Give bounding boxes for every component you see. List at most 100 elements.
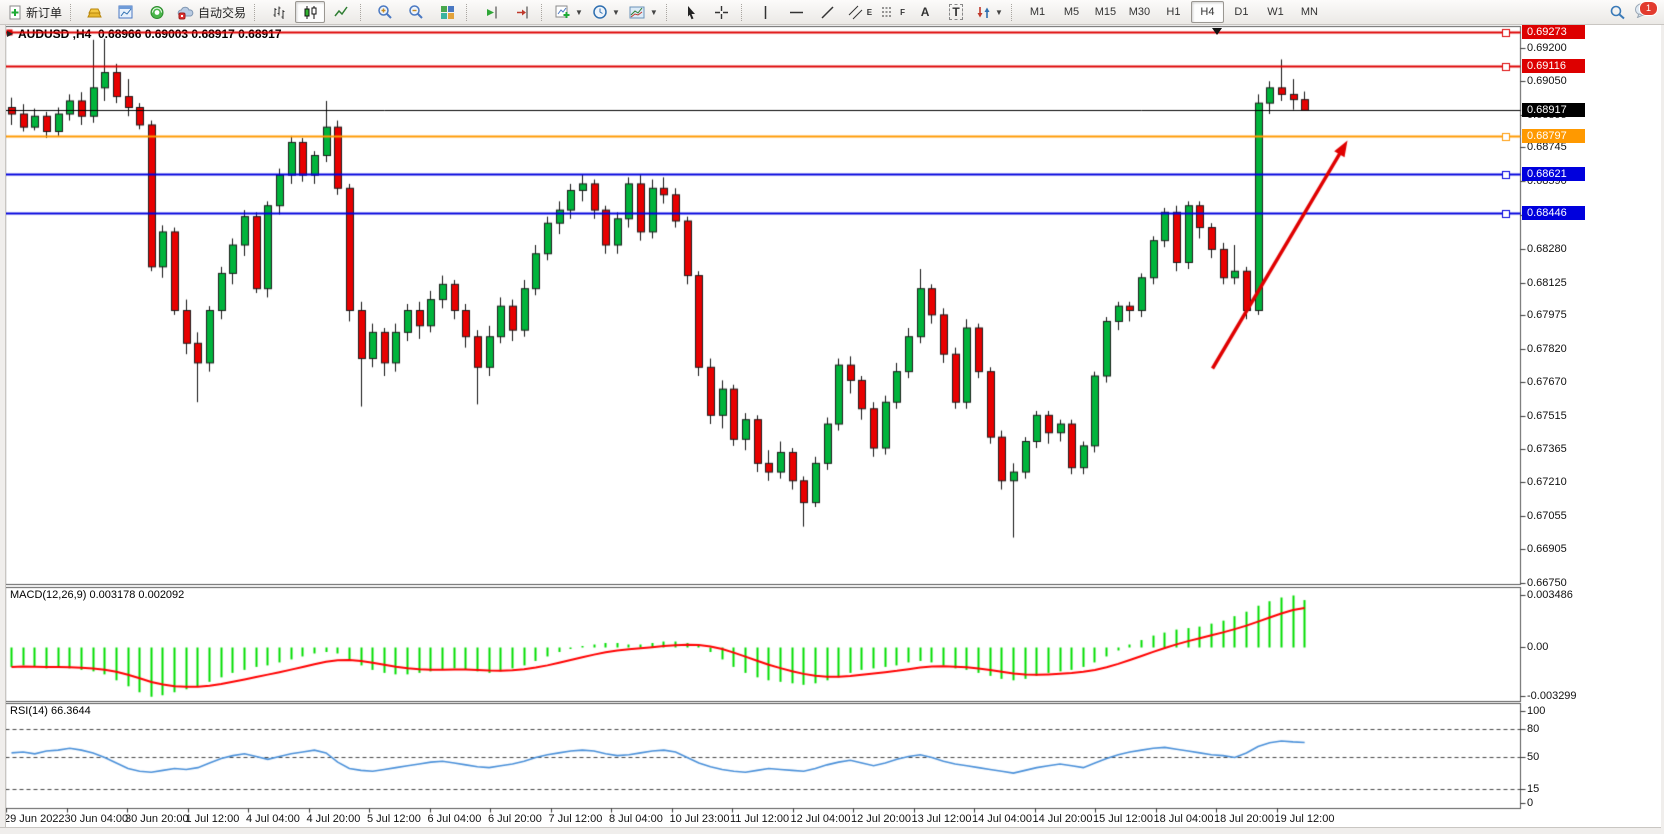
notification-count-badge: 1 [1639,1,1658,16]
window-frame-left [0,24,6,834]
market-watch-button[interactable] [80,1,110,23]
rsi-tick-label: 0 [1527,797,1534,809]
fibo-glyph: F [900,7,906,17]
bar-chart-type-button[interactable] [264,1,294,23]
candlestick-icon [304,5,317,19]
horizontal-line-tool-button[interactable] [782,1,812,23]
channel-tool-button[interactable]: E [844,1,876,23]
zoom-in-icon [378,5,392,19]
text-tool-button[interactable]: A [910,1,940,23]
arrows-icon [977,6,990,18]
time-axis-label: 5 Jul 12:00 [367,813,421,825]
time-axis-label: 13 Jul 12:00 [911,813,972,825]
auto-trading-label: 自动交易 [198,5,247,20]
rsi-tick-label: 80 [1527,723,1540,736]
time-axis-label: 11 Jul 12:00 [730,813,790,825]
timeframe-m1-button[interactable]: M1 [1029,6,1046,18]
price-tick-label: 0.68280 [1527,242,1567,255]
time-axis-label: 19 Jul 12:00 [1274,813,1335,825]
macd-tick-label: 0.00 [1527,641,1549,653]
auto-scroll-button[interactable] [476,1,506,23]
toolbar-right-group: 1 [1609,1,1660,22]
horizontal-line-icon [790,11,804,13]
new-order-button[interactable]: 新订单 [4,1,66,23]
time-axis-label: 30 Jun 04:00 [64,813,129,825]
price-tick-label: 0.69050 [1527,74,1567,87]
toolbar-separator [466,3,472,21]
text-label-icon: T [949,4,963,20]
text-label-tool-button[interactable]: T [941,1,971,23]
toolbar-separator [541,3,547,21]
macd-tick-label: 0.003486 [1527,588,1573,601]
bar-chart-icon [273,6,285,19]
price-level-badge: 0.68797 [1522,129,1585,144]
price-level-badge: 0.68446 [1522,205,1585,220]
time-axis-label: 1 Jul 12:00 [185,813,240,825]
window-frame-right [1661,24,1664,834]
search-icon[interactable] [1609,4,1626,21]
candlestick-chart-type-button[interactable] [295,1,326,23]
crosshair-tool-button[interactable] [707,1,737,23]
chart-shift-button[interactable] [507,1,537,23]
zoom-out-button[interactable] [401,1,431,23]
main-toolbar: 新订单 自动交易 [0,0,1664,25]
bid-price-badge: 0.68917 [1522,102,1585,117]
chevron-down-icon: ▼ [611,7,620,17]
price-tick-label: 0.66905 [1527,543,1567,556]
timeframe-h1-button[interactable]: H1 [1166,6,1181,18]
tile-windows-button[interactable] [432,1,462,23]
chart-shift-marker[interactable] [1212,28,1222,35]
one-click-trading-arrow[interactable]: ▶ [7,29,14,38]
period-button[interactable]: ▼ [588,1,624,23]
rsi-tick-label: 15 [1527,783,1540,796]
chevron-down-icon: ▼ [995,7,1003,17]
timeframe-mn-button[interactable]: MN [1300,6,1318,18]
fibonacci-icon [882,7,893,16]
timeframe-m15-button[interactable]: M15 [1094,6,1117,18]
line-chart-type-button[interactable] [326,1,356,23]
time-axis-label: 8 Jul 04:00 [609,813,663,825]
price-tick-label: 0.67210 [1527,476,1567,489]
timeframe-m5-button[interactable]: M5 [1063,6,1080,18]
add-indicator-icon [555,5,570,18]
toolbar-separator [665,3,672,21]
add-indicator-button[interactable]: ▼ [551,1,587,23]
template-button[interactable]: ▼ [625,1,662,23]
time-axis-label: 14 Jul 04:00 [972,813,1032,825]
trendline-tool-button[interactable] [813,1,843,23]
signal-button[interactable] [142,1,172,23]
toolbar-separator [1010,3,1017,21]
fibonacci-tool-button[interactable]: F [877,1,909,23]
line-chart-icon [333,6,348,16]
price-level-badge: 0.69273 [1522,25,1585,40]
tile-windows-icon [440,5,454,19]
auto-trading-button[interactable]: 自动交易 [173,1,250,23]
timeframe-d1-button[interactable]: D1 [1234,6,1249,18]
charts-window-button[interactable] [111,1,141,23]
trendline-icon [821,5,834,19]
price-tick-label: 0.67365 [1527,442,1567,455]
gold-icon [86,8,102,17]
price-tick-label: 0.68125 [1527,276,1567,289]
price-tick-label: 0.67670 [1527,376,1567,389]
chevron-down-icon: ▼ [649,7,658,17]
arrows-tool-button[interactable]: ▼ [972,1,1007,23]
price-tick-label: 0.66750 [1527,576,1567,589]
time-axis-label: 12 Jul 20:00 [851,813,911,825]
vertical-line-icon [765,5,767,19]
time-axis-label: 12 Jul 04:00 [790,813,851,825]
new-order-label: 新订单 [26,5,63,20]
window-frame-bottom [0,827,1664,834]
timeframe-h4-button[interactable]: H4 [1190,1,1224,23]
time-axis-label: 7 Jul 12:00 [548,813,603,825]
cursor-tool-button[interactable] [676,1,706,23]
price-tick-label: 0.67975 [1527,309,1567,322]
toolbar-separator [70,3,76,21]
clock-icon [593,5,607,19]
notifications-button[interactable]: 1 [1634,1,1658,22]
vertical-line-tool-button[interactable] [751,1,781,23]
zoom-in-button[interactable] [370,1,400,23]
timeframe-m30-button[interactable]: M30 [1128,6,1151,18]
timeframe-w1-button[interactable]: W1 [1267,6,1284,18]
